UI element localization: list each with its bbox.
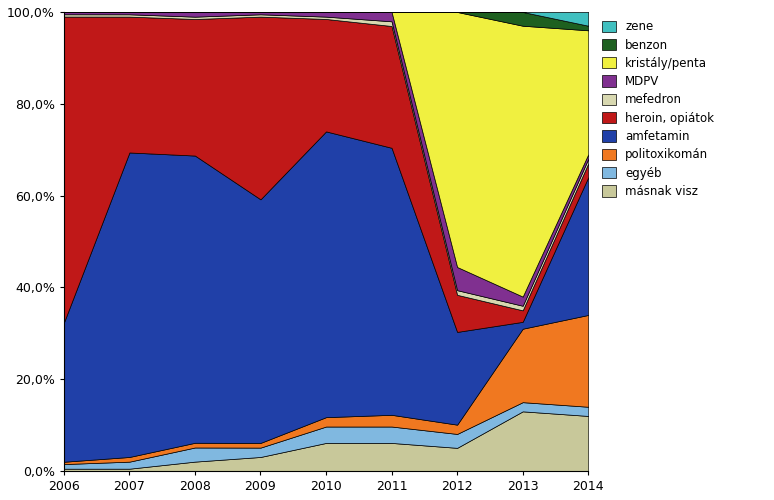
Legend: zene, benzon, kristály/penta, MDPV, mefedron, heroin, opiátok, amfetamin, polito: zene, benzon, kristály/penta, MDPV, mefe… <box>599 18 717 201</box>
